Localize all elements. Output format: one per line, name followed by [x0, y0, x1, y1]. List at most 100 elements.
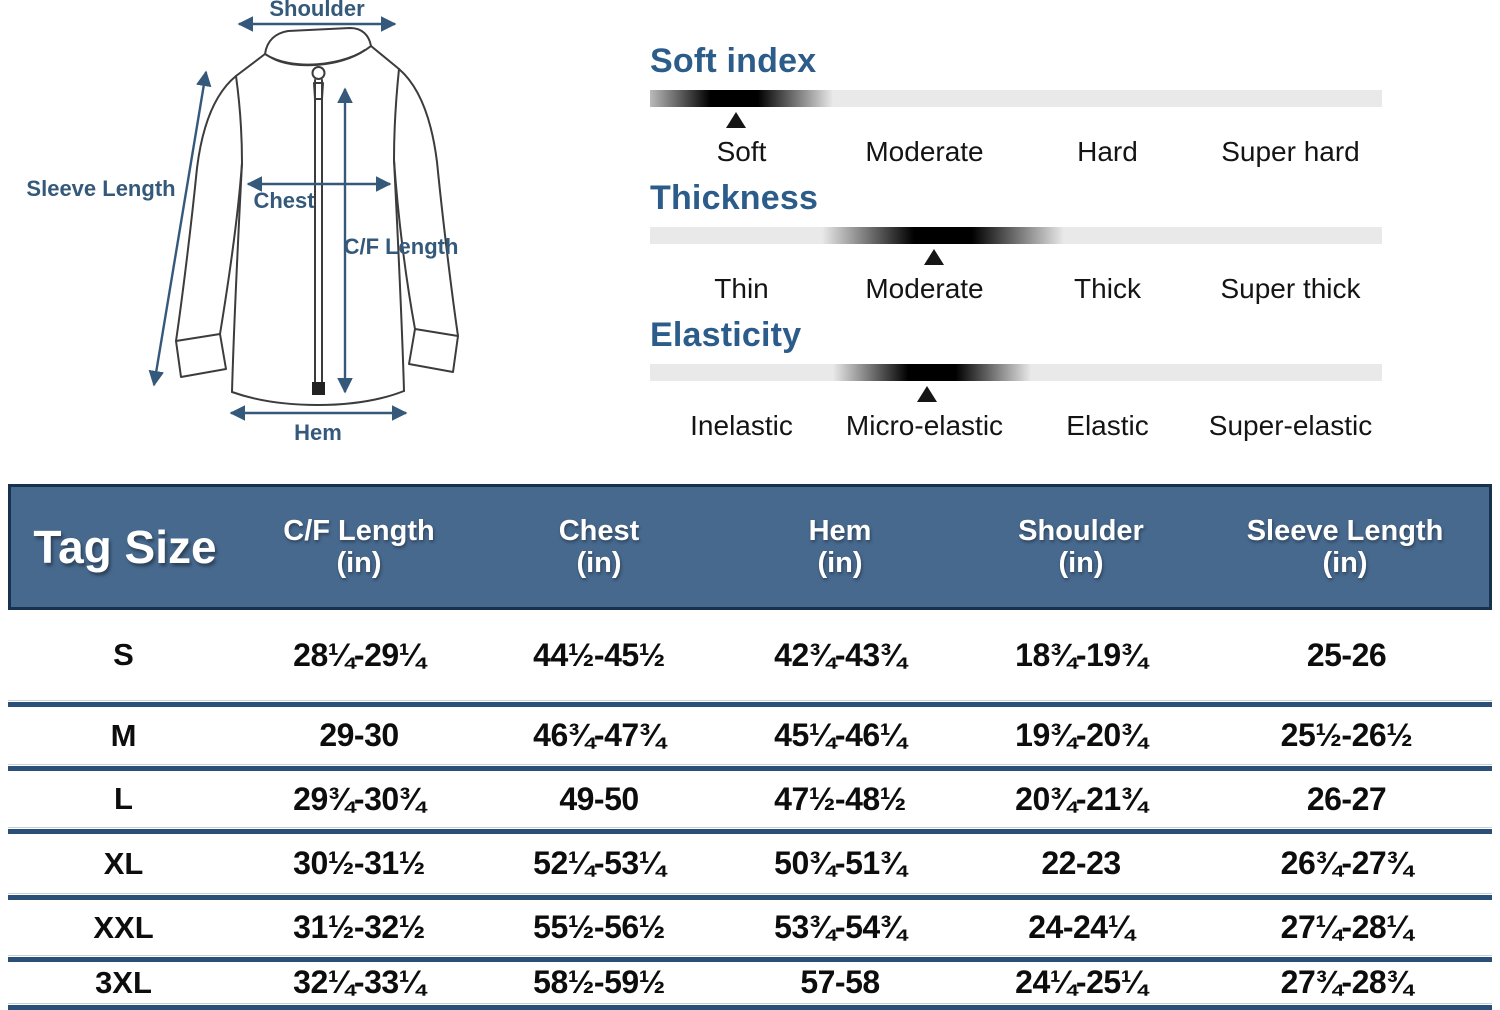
row-divider — [8, 1003, 1492, 1010]
soft-index-marker-row — [650, 107, 1382, 134]
size-table: Tag Size C/F Length (in) Chest (in) Hem … — [8, 484, 1492, 1010]
shoulder-cell: 20¾-21¾ — [1015, 780, 1147, 817]
row-divider — [8, 827, 1492, 834]
level-label: Elastic — [1066, 410, 1149, 441]
level-label: Thin — [714, 273, 769, 304]
column-header-hem: Hem (in) — [808, 514, 872, 579]
level-label: Inelastic — [690, 410, 793, 441]
chest-cell: 52¼-53¼ — [533, 845, 665, 881]
row-divider — [8, 893, 1492, 900]
column-header-cf-length: C/F Length (in) — [283, 514, 435, 579]
sleeve-cell: 26¾-27¾ — [1280, 845, 1413, 881]
column-header-shoulder: Shoulder (in) — [1018, 514, 1144, 579]
sleeve-cell: 27¾-28¾ — [1280, 964, 1413, 1000]
soft-index-title: Soft index — [650, 42, 817, 80]
shoulder-label: Shoulder — [269, 0, 365, 21]
size-table-header: Tag Size C/F Length (in) Chest (in) Hem … — [8, 484, 1492, 610]
elasticity-marker-row — [650, 381, 1382, 408]
thickness-marker-row — [650, 244, 1382, 271]
soft-index-marker-triangle — [725, 112, 746, 128]
sleeve-length-label: Sleeve Length — [26, 176, 175, 201]
column-header-chest: Chest (in) — [558, 514, 640, 579]
chest-cell: 55½-56½ — [533, 909, 665, 945]
chest-cell: 44½-45½ — [533, 636, 665, 673]
elasticity-bar — [650, 364, 1382, 381]
column-header-sleeve-length: Sleeve Length (in) — [1246, 514, 1444, 579]
cf-length-cell: 32¼-33¼ — [293, 964, 425, 1000]
sleeve-cell: 26-27 — [1306, 780, 1387, 817]
level-label: Super thick — [1220, 273, 1361, 304]
shoulder-cell: 18¾-19¾ — [1015, 636, 1147, 673]
size-cell: XXL — [93, 909, 154, 945]
thickness-marker-triangle — [924, 249, 945, 265]
table-row-l: L 29¾-30¾ 49-50 47½-48½ 20¾-21¾ 26-27 — [8, 771, 1492, 827]
thickness-highlight — [822, 227, 1064, 244]
measurement-arrows — [148, 16, 408, 421]
size-cell: 3XL — [95, 964, 152, 1000]
soft-index-bar — [650, 90, 1382, 107]
chest-cell: 58½-59½ — [533, 964, 665, 1000]
level-label: Super-elastic — [1208, 410, 1373, 441]
row-divider — [8, 764, 1492, 771]
thickness-section: Thickness Thin Moderate Thick Super thic… — [650, 179, 1382, 305]
level-label: Micro-elastic — [845, 410, 1004, 441]
hem-label: Hem — [294, 420, 342, 445]
sleeve-cell: 25½-26½ — [1280, 717, 1413, 753]
shoulder-cell: 24-24¼ — [1028, 909, 1134, 945]
shoulder-cell: 24¼-25¼ — [1015, 964, 1147, 1000]
hem-cell: 42¾-43¾ — [774, 636, 906, 673]
table-row-m: M 29-30 46¾-47¾ 45¼-46¼ 19¾-20¾ 25½-26½ — [8, 707, 1492, 764]
zipper-stop — [312, 382, 325, 395]
size-cell: M — [110, 717, 137, 753]
sleeve-length-arrow — [148, 70, 212, 387]
jacket-line-drawing: Shoulder Sleeve Length Chest C/F Length … — [26, 0, 459, 445]
sleeve-cell: 27¼-28¼ — [1280, 909, 1413, 945]
thickness-title: Thickness — [650, 179, 819, 217]
hem-cell: 47½-48½ — [774, 780, 906, 817]
hem-cell: 50¾-51¾ — [774, 845, 906, 881]
table-row-xl: XL 30½-31½ 52¼-53¼ 50¾-51¾ 22-23 26¾-27¾ — [8, 834, 1492, 893]
cf-length-cell: 29-30 — [319, 717, 399, 753]
sleeve-cell: 25-26 — [1306, 636, 1387, 673]
garment-measurement-diagram: Shoulder Sleeve Length Chest C/F Length … — [0, 0, 540, 470]
level-label: Soft — [716, 136, 767, 167]
elasticity-title: Elasticity — [650, 316, 802, 354]
size-cell: S — [113, 637, 134, 672]
cf-length-cell: 31½-32½ — [293, 909, 425, 945]
cf-length-cell: 30½-31½ — [293, 845, 425, 881]
level-label: Moderate — [865, 273, 984, 304]
thickness-bar — [650, 227, 1382, 244]
table-row-s: S 28¼-29¼ 44½-45½ 42¾-43¾ 18¾-19¾ 25-26 — [8, 610, 1492, 700]
jacket-outline — [175, 27, 459, 406]
column-header-tag-size: Tag Size — [33, 521, 217, 573]
level-label: Super hard — [1221, 136, 1360, 167]
level-label: Thick — [1074, 273, 1141, 304]
shoulder-cell: 19¾-20¾ — [1015, 717, 1147, 753]
level-label: Moderate — [865, 136, 984, 167]
soft-index-levels: Soft Moderate Hard Super hard — [650, 136, 1382, 168]
size-cell: XL — [103, 845, 144, 881]
soft-index-highlight — [650, 90, 833, 107]
elasticity-marker-triangle — [916, 386, 937, 402]
thickness-levels: Thin Moderate Thick Super thick — [650, 273, 1382, 305]
hem-cell: 57-58 — [800, 964, 880, 1000]
chest-cell: 46¾-47¾ — [533, 717, 665, 753]
soft-index-section: Soft index Soft Moderate Hard Super hard — [650, 42, 1382, 168]
cf-length-cell: 29¾-30¾ — [293, 780, 425, 817]
chest-cell: 49-50 — [559, 780, 639, 817]
table-row-3xl: 3XL 32¼-33¼ 58½-59½ 57-58 24¼-25¼ 27¾-28… — [8, 962, 1492, 1003]
elasticity-levels: Inelastic Micro-elastic Elastic Super-el… — [650, 410, 1382, 442]
chest-label: Chest — [253, 188, 315, 213]
cf-length-cell: 28¼-29¼ — [293, 636, 425, 673]
table-row-xxl: XXL 31½-32½ 55½-56½ 53¾-54¾ 24-24¼ 27¼-2… — [8, 900, 1492, 955]
cf-length-label: C/F Length — [344, 234, 459, 259]
row-divider — [8, 955, 1492, 962]
hem-cell: 45¼-46¼ — [774, 717, 906, 753]
elasticity-highlight — [833, 364, 1031, 381]
hem-cell: 53¾-54¾ — [774, 909, 906, 945]
elasticity-section: Elasticity Inelastic Micro-elastic Elast… — [650, 316, 1382, 442]
shoulder-cell: 22-23 — [1041, 845, 1121, 881]
level-label: Hard — [1077, 136, 1138, 167]
row-divider — [8, 700, 1492, 707]
size-cell: L — [114, 781, 133, 816]
